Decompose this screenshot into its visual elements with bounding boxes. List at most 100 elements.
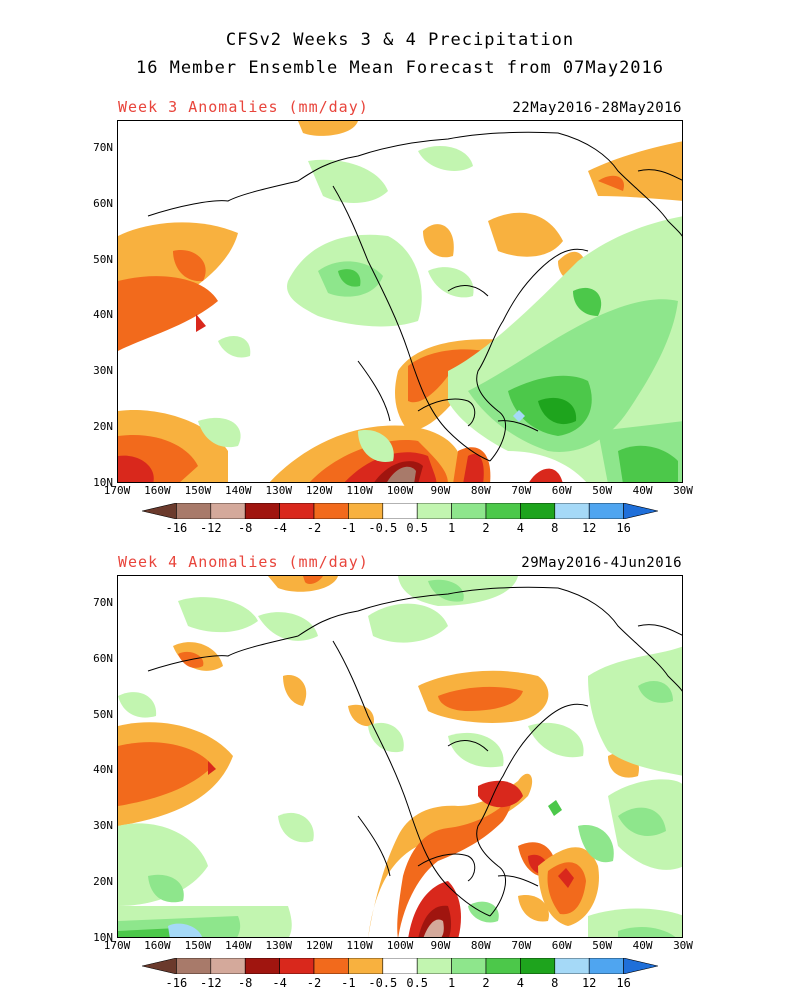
- colorbar-tick-label: -8: [237, 521, 253, 535]
- week3-anomaly-field: [118, 121, 682, 482]
- lon-tick-label: 50W: [592, 484, 613, 497]
- week3-map: [117, 120, 683, 483]
- colorbar-bin: [244, 503, 280, 519]
- lat-tick-label: 40N: [93, 763, 113, 777]
- colorbar-tick-label: -0.5: [368, 976, 398, 990]
- colorbar-tick-label: 1: [447, 521, 456, 535]
- lon-tick-label: 170W: [103, 939, 131, 952]
- lon-tick-label: 40W: [632, 484, 653, 497]
- colorbar-tick-label: -16: [165, 976, 188, 990]
- lat-tick-label: 30N: [93, 364, 113, 378]
- colorbar-bin: [416, 958, 452, 974]
- colorbar-bin: [588, 958, 624, 974]
- colorbar-tick-label: 16: [616, 976, 631, 990]
- colorbar-bin: [210, 958, 246, 974]
- lat-tick-label: 20N: [93, 420, 113, 434]
- lat-tick-label: 50N: [93, 707, 113, 721]
- lon-tick-label: 130W: [265, 939, 292, 952]
- lon-tick-label: 80W: [470, 484, 491, 497]
- colorbar-tick-label: -1: [341, 976, 356, 990]
- colorbar-tick-label: 0.5: [406, 521, 429, 535]
- lon-tick-label: 110W: [346, 484, 373, 497]
- colorbar-bin: [485, 958, 521, 974]
- lon-tick-label: 110W: [346, 939, 373, 952]
- colorbar-tick-label: -2: [306, 521, 322, 535]
- lon-tick-label: 140W: [225, 939, 252, 952]
- lat-tick-label: 20N: [93, 875, 113, 889]
- colorbar-bin: [485, 503, 521, 519]
- colorbar-tick-label: 4: [516, 976, 524, 990]
- colorbar-bin: [554, 503, 590, 519]
- panel1-label: Week 3 Anomalies (mm/day): [118, 98, 369, 116]
- colorbar-bin: [313, 503, 349, 519]
- colorbar-bin: [382, 958, 418, 974]
- lat-tick-label: 40N: [93, 308, 113, 322]
- colorbar-tick-label: -4: [272, 976, 287, 990]
- colorbar-bin: [142, 503, 177, 519]
- colorbar-bin: [176, 503, 212, 519]
- colorbar-tick-label: 0.5: [406, 976, 429, 990]
- colorbar-bin: [210, 503, 246, 519]
- lon-tick-label: 70W: [511, 484, 532, 497]
- colorbar-bin: [588, 503, 624, 519]
- lat-tick-label: 10N: [93, 476, 113, 489]
- colorbar-tick-label: -4: [272, 521, 287, 535]
- colorbar-bin: [348, 958, 384, 974]
- colorbar-bin: [176, 958, 212, 974]
- lon-tick-label: 80W: [470, 939, 491, 952]
- colorbar-bin: [142, 958, 177, 974]
- colorbar-tick-label: -0.5: [368, 521, 398, 535]
- lon-tick-label: 120W: [305, 484, 333, 497]
- colorbar-tick-label: 1: [447, 976, 456, 990]
- lat-tick-label: 30N: [93, 819, 113, 833]
- lon-tick-label: 140W: [225, 484, 252, 497]
- colorbar-bin: [451, 958, 487, 974]
- lat-tick-label: 60N: [93, 651, 113, 665]
- colorbar-bin: [279, 503, 315, 519]
- colorbar-tick-label: 4: [516, 521, 524, 535]
- colorbar-tick-label: 12: [581, 976, 597, 990]
- lon-tick-label: 150W: [184, 484, 212, 497]
- lon-tick-label: 120W: [305, 939, 333, 952]
- colorbar-bin: [554, 958, 590, 974]
- lon-tick-label: 130W: [265, 484, 292, 497]
- colorbar-tick-label: -16: [165, 521, 188, 535]
- lon-tick-label: 150W: [184, 939, 212, 952]
- lon-tick-label: 30W: [673, 939, 693, 952]
- colorbar-tick-label: 2: [482, 976, 490, 990]
- lon-tick-label: 60W: [551, 939, 572, 952]
- week4-anomaly-field: [118, 576, 682, 937]
- chart-title-line2: 16 Member Ensemble Mean Forecast from 07…: [135, 58, 665, 78]
- lat-tick-label: 70N: [93, 595, 113, 609]
- colorbar-bin: [451, 503, 487, 519]
- colorbar-tick-label: 8: [551, 976, 559, 990]
- colorbar-tick-label: -12: [199, 521, 222, 535]
- colorbar-bin: [520, 503, 556, 519]
- lon-tick-label: 50W: [592, 939, 613, 952]
- lat-tick-label: 50N: [93, 252, 113, 266]
- colorbar-bin: [279, 958, 315, 974]
- colorbar-bin: [244, 958, 280, 974]
- lon-tick-label: 90W: [430, 484, 451, 497]
- colorbar-bin: [623, 503, 658, 519]
- lon-tick-label: 90W: [430, 939, 451, 952]
- colorbar-tick-label: -12: [199, 976, 222, 990]
- lat-tick-label: 10N: [93, 931, 113, 944]
- colorbar-bin: [348, 503, 384, 519]
- colorbar-bin: [623, 958, 658, 974]
- panel2-dates: 29May2016-4Jun2016: [521, 555, 682, 571]
- panel2-label: Week 4 Anomalies (mm/day): [118, 553, 369, 571]
- lon-tick-label: 160W: [144, 939, 171, 952]
- colorbar-tick-label: -8: [237, 976, 253, 990]
- lon-tick-label: 40W: [632, 939, 653, 952]
- lon-tick-label: 30W: [673, 484, 693, 497]
- lon-tick-label: 100W: [386, 484, 414, 497]
- colorbar-tick-label: 8: [551, 521, 559, 535]
- colorbar-bin: [520, 958, 556, 974]
- colorbar-bin: [313, 958, 349, 974]
- lon-tick-label: 100W: [386, 939, 414, 952]
- colorbar-tick-label: 12: [581, 521, 597, 535]
- lon-tick-label: 170W: [103, 484, 131, 497]
- colorbar-tick-label: 2: [482, 521, 490, 535]
- lon-tick-label: 160W: [144, 484, 171, 497]
